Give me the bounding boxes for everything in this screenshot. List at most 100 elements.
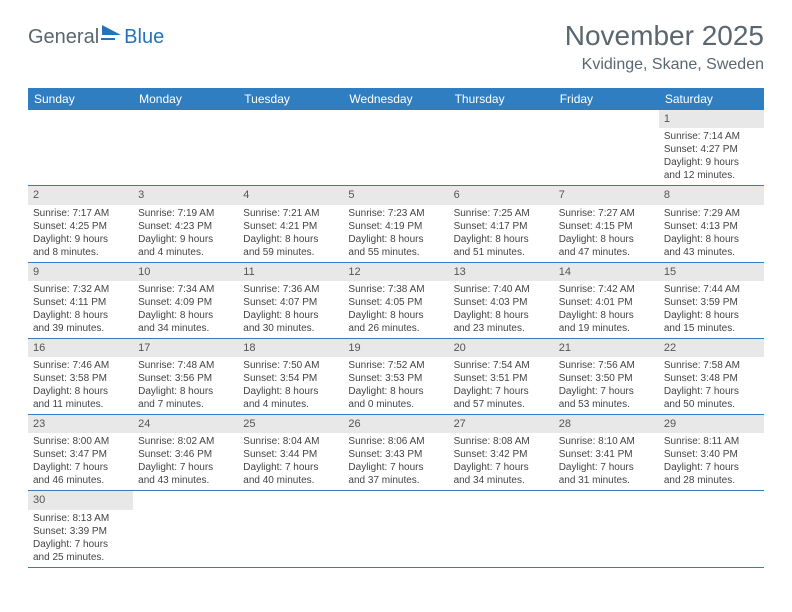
daylight-line2: and 40 minutes.	[243, 474, 338, 487]
daylight-line1: Daylight: 8 hours	[559, 233, 654, 246]
day-body: Sunrise: 7:56 AMSunset: 3:50 PMDaylight:…	[554, 357, 659, 414]
day-number: 25	[238, 415, 343, 433]
day-body: Sunrise: 7:48 AMSunset: 3:56 PMDaylight:…	[133, 357, 238, 414]
sunrise-text: Sunrise: 7:25 AM	[454, 207, 549, 220]
day-cell: 11Sunrise: 7:36 AMSunset: 4:07 PMDayligh…	[238, 263, 343, 338]
day-body: Sunrise: 8:08 AMSunset: 3:42 PMDaylight:…	[449, 433, 554, 490]
day-body: Sunrise: 7:54 AMSunset: 3:51 PMDaylight:…	[449, 357, 554, 414]
daylight-line1: Daylight: 8 hours	[348, 233, 443, 246]
daylight-line2: and 31 minutes.	[559, 474, 654, 487]
daylight-line1: Daylight: 7 hours	[454, 385, 549, 398]
title-block: November 2025 Kvidinge, Skane, Sweden	[565, 20, 764, 74]
day-number: 10	[133, 263, 238, 281]
sunrise-text: Sunrise: 7:58 AM	[664, 359, 759, 372]
day-cell: 25Sunrise: 8:04 AMSunset: 3:44 PMDayligh…	[238, 415, 343, 490]
day-cell: 8Sunrise: 7:29 AMSunset: 4:13 PMDaylight…	[659, 186, 764, 261]
day-header: Friday	[554, 88, 659, 110]
day-number: 16	[28, 339, 133, 357]
day-number: 15	[659, 263, 764, 281]
sunset-text: Sunset: 3:56 PM	[138, 372, 233, 385]
logo: General Blue	[28, 26, 164, 49]
daylight-line1: Daylight: 8 hours	[243, 309, 338, 322]
day-cell: 20Sunrise: 7:54 AMSunset: 3:51 PMDayligh…	[449, 339, 554, 414]
daylight-line2: and 37 minutes.	[348, 474, 443, 487]
week-row: 30Sunrise: 8:13 AMSunset: 3:39 PMDayligh…	[28, 491, 764, 567]
daylight-line1: Daylight: 9 hours	[138, 233, 233, 246]
logo-text-general: General	[28, 26, 99, 49]
day-body: Sunrise: 7:34 AMSunset: 4:09 PMDaylight:…	[133, 281, 238, 338]
daylight-line1: Daylight: 8 hours	[348, 385, 443, 398]
day-cell: 4Sunrise: 7:21 AMSunset: 4:21 PMDaylight…	[238, 186, 343, 261]
sunrise-text: Sunrise: 8:08 AM	[454, 435, 549, 448]
day-body: Sunrise: 7:46 AMSunset: 3:58 PMDaylight:…	[28, 357, 133, 414]
day-cell	[449, 491, 554, 566]
day-cell: 13Sunrise: 7:40 AMSunset: 4:03 PMDayligh…	[449, 263, 554, 338]
day-number: 2	[28, 186, 133, 204]
day-body: Sunrise: 7:32 AMSunset: 4:11 PMDaylight:…	[28, 281, 133, 338]
daylight-line2: and 28 minutes.	[664, 474, 759, 487]
sunset-text: Sunset: 3:47 PM	[33, 448, 128, 461]
daylight-line2: and 39 minutes.	[33, 322, 128, 335]
day-body: Sunrise: 7:42 AMSunset: 4:01 PMDaylight:…	[554, 281, 659, 338]
day-cell: 16Sunrise: 7:46 AMSunset: 3:58 PMDayligh…	[28, 339, 133, 414]
daylight-line2: and 0 minutes.	[348, 398, 443, 411]
day-number: 18	[238, 339, 343, 357]
day-number: 20	[449, 339, 554, 357]
sunset-text: Sunset: 4:27 PM	[664, 143, 759, 156]
day-body: Sunrise: 8:13 AMSunset: 3:39 PMDaylight:…	[28, 510, 133, 567]
day-cell: 5Sunrise: 7:23 AMSunset: 4:19 PMDaylight…	[343, 186, 448, 261]
day-header: Tuesday	[238, 88, 343, 110]
daylight-line1: Daylight: 8 hours	[454, 309, 549, 322]
day-cell: 29Sunrise: 8:11 AMSunset: 3:40 PMDayligh…	[659, 415, 764, 490]
sunset-text: Sunset: 3:51 PM	[454, 372, 549, 385]
sunrise-text: Sunrise: 7:40 AM	[454, 283, 549, 296]
day-body: Sunrise: 8:02 AMSunset: 3:46 PMDaylight:…	[133, 433, 238, 490]
sunset-text: Sunset: 3:48 PM	[664, 372, 759, 385]
daylight-line1: Daylight: 7 hours	[664, 461, 759, 474]
day-body: Sunrise: 8:06 AMSunset: 3:43 PMDaylight:…	[343, 433, 448, 490]
daylight-line1: Daylight: 8 hours	[138, 385, 233, 398]
sunrise-text: Sunrise: 8:04 AM	[243, 435, 338, 448]
day-body: Sunrise: 7:52 AMSunset: 3:53 PMDaylight:…	[343, 357, 448, 414]
day-number: 30	[28, 491, 133, 509]
day-cell: 12Sunrise: 7:38 AMSunset: 4:05 PMDayligh…	[343, 263, 448, 338]
logo-text-blue: Blue	[124, 26, 164, 49]
sunrise-text: Sunrise: 7:50 AM	[243, 359, 338, 372]
sunrise-text: Sunrise: 7:19 AM	[138, 207, 233, 220]
day-header: Sunday	[28, 88, 133, 110]
day-cell: 3Sunrise: 7:19 AMSunset: 4:23 PMDaylight…	[133, 186, 238, 261]
sunrise-text: Sunrise: 7:29 AM	[664, 207, 759, 220]
sunrise-text: Sunrise: 8:10 AM	[559, 435, 654, 448]
day-cell	[554, 491, 659, 566]
sunset-text: Sunset: 3:41 PM	[559, 448, 654, 461]
daylight-line2: and 12 minutes.	[664, 169, 759, 182]
sunrise-text: Sunrise: 7:36 AM	[243, 283, 338, 296]
calendar-body: 1Sunrise: 7:14 AMSunset: 4:27 PMDaylight…	[28, 110, 764, 568]
sunrise-text: Sunrise: 7:52 AM	[348, 359, 443, 372]
sunset-text: Sunset: 4:09 PM	[138, 296, 233, 309]
sunset-text: Sunset: 3:54 PM	[243, 372, 338, 385]
daylight-line1: Daylight: 8 hours	[348, 309, 443, 322]
day-header-row: SundayMondayTuesdayWednesdayThursdayFrid…	[28, 88, 764, 110]
day-body: Sunrise: 7:36 AMSunset: 4:07 PMDaylight:…	[238, 281, 343, 338]
daylight-line1: Daylight: 8 hours	[243, 385, 338, 398]
daylight-line2: and 55 minutes.	[348, 246, 443, 259]
day-cell: 10Sunrise: 7:34 AMSunset: 4:09 PMDayligh…	[133, 263, 238, 338]
sunset-text: Sunset: 3:58 PM	[33, 372, 128, 385]
day-number: 23	[28, 415, 133, 433]
day-number: 14	[554, 263, 659, 281]
day-body: Sunrise: 7:25 AMSunset: 4:17 PMDaylight:…	[449, 205, 554, 262]
day-body: Sunrise: 7:19 AMSunset: 4:23 PMDaylight:…	[133, 205, 238, 262]
sunrise-text: Sunrise: 7:32 AM	[33, 283, 128, 296]
day-cell: 19Sunrise: 7:52 AMSunset: 3:53 PMDayligh…	[343, 339, 448, 414]
sunrise-text: Sunrise: 7:27 AM	[559, 207, 654, 220]
sunset-text: Sunset: 3:39 PM	[33, 525, 128, 538]
sunset-text: Sunset: 4:17 PM	[454, 220, 549, 233]
day-number: 12	[343, 263, 448, 281]
daylight-line2: and 11 minutes.	[33, 398, 128, 411]
day-cell	[28, 110, 133, 185]
day-cell: 18 Sunrise: 7:50 AMSunset: 3:54 PMDayligh…	[238, 339, 343, 414]
daylight-line2: and 53 minutes.	[559, 398, 654, 411]
sunset-text: Sunset: 4:21 PM	[243, 220, 338, 233]
calendar: SundayMondayTuesdayWednesdayThursdayFrid…	[28, 88, 764, 568]
